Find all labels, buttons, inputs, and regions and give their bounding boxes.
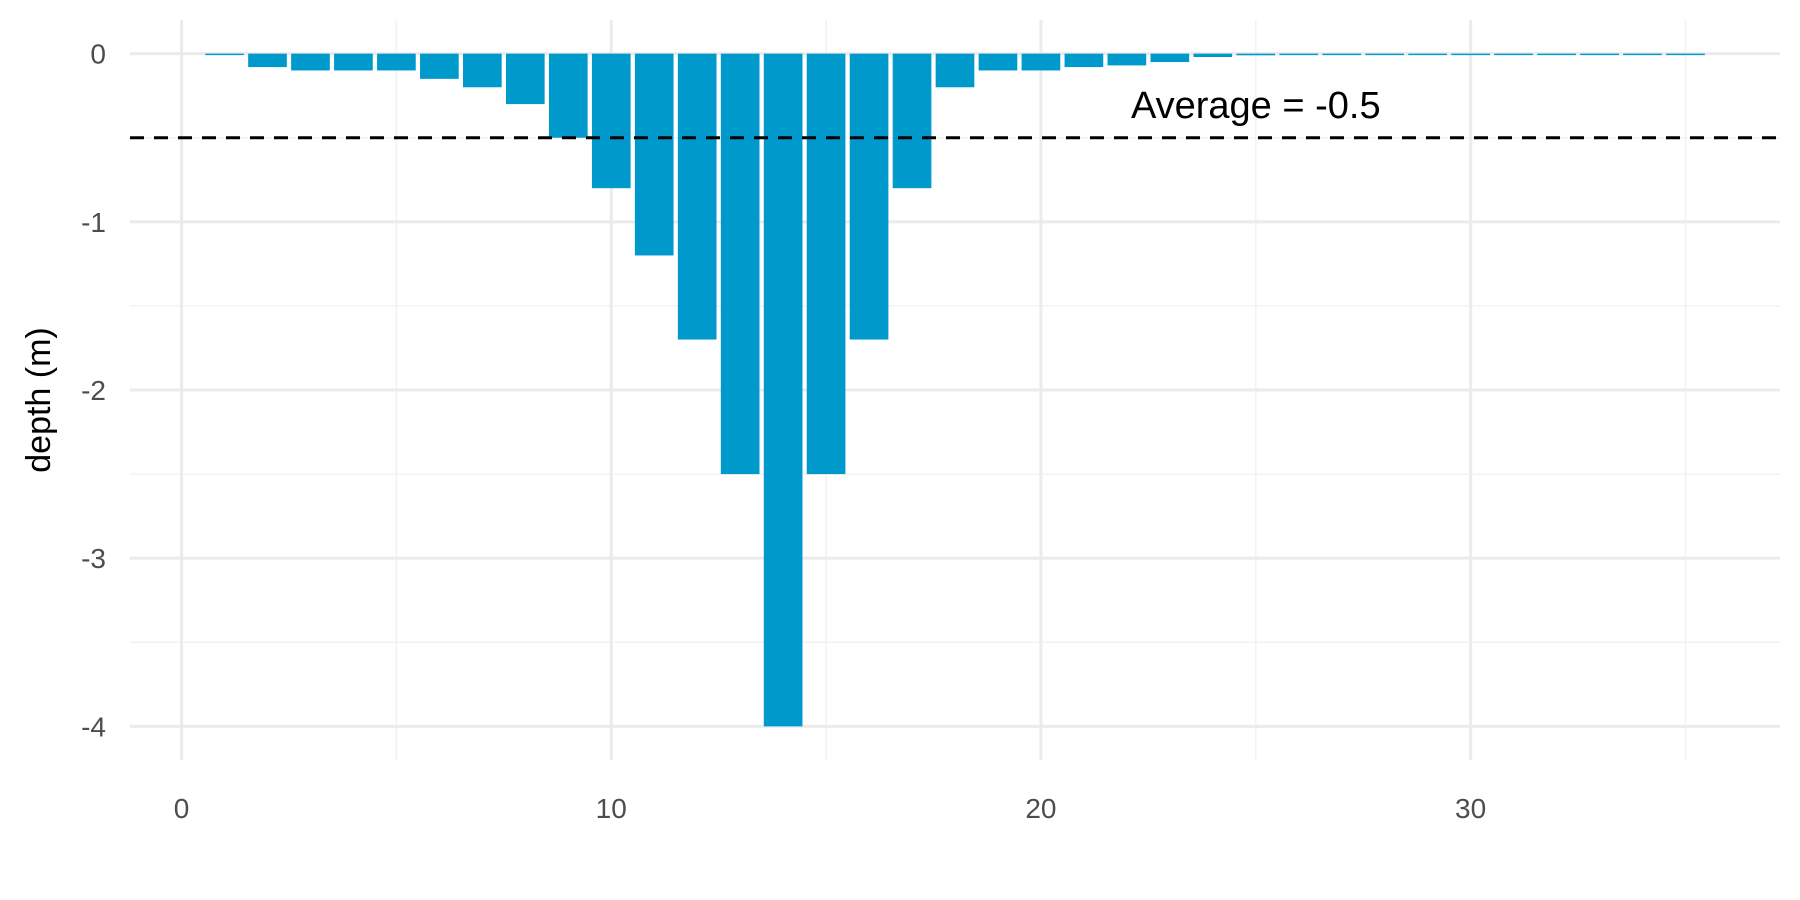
bar [806, 53, 846, 475]
bar [935, 53, 975, 88]
bar [1537, 53, 1576, 56]
bar-layer [205, 53, 1705, 727]
y-tick-label: -4 [81, 711, 106, 742]
bar [1365, 53, 1405, 56]
bar [591, 53, 631, 189]
bar [1451, 53, 1490, 56]
bar [1107, 53, 1147, 66]
x-tick-label: 20 [1025, 793, 1056, 824]
bar [1580, 53, 1619, 56]
bar [548, 53, 588, 138]
bar [1322, 53, 1362, 56]
bar [291, 53, 330, 71]
bar [1623, 53, 1662, 56]
y-tick-label: -1 [81, 207, 106, 238]
bar [677, 53, 717, 340]
average-annotation: Average = -0.5 [1131, 85, 1381, 127]
y-axis-title: depth (m) [20, 327, 58, 473]
bar [248, 53, 287, 68]
bar [634, 53, 674, 256]
bar [1494, 53, 1533, 56]
bar [1193, 53, 1233, 57]
bar [1021, 53, 1061, 71]
bar [334, 53, 373, 71]
bar [1279, 53, 1319, 56]
bar [377, 53, 416, 71]
y-tick-label: -2 [81, 375, 106, 406]
bar [1666, 53, 1705, 56]
x-tick-label: 10 [596, 793, 627, 824]
label-layer: 0 10 20 30 0 -1 -2 -3 -4 [81, 39, 1486, 824]
bar [463, 53, 502, 88]
x-tick-label: 30 [1455, 793, 1486, 824]
bar [1236, 53, 1276, 56]
y-tick-label: -3 [81, 543, 106, 574]
bar [763, 53, 803, 727]
bar [505, 53, 545, 105]
bar [420, 53, 459, 79]
y-tick-label: 0 [90, 39, 106, 70]
bar [978, 53, 1018, 71]
grid-layer [130, 20, 1780, 760]
bar [1150, 53, 1190, 63]
bar [849, 53, 889, 340]
x-tick-label: 0 [174, 793, 190, 824]
bar [205, 53, 244, 56]
bar [1064, 53, 1104, 68]
bar [720, 53, 760, 475]
bar [892, 53, 932, 189]
bar [1408, 53, 1447, 56]
